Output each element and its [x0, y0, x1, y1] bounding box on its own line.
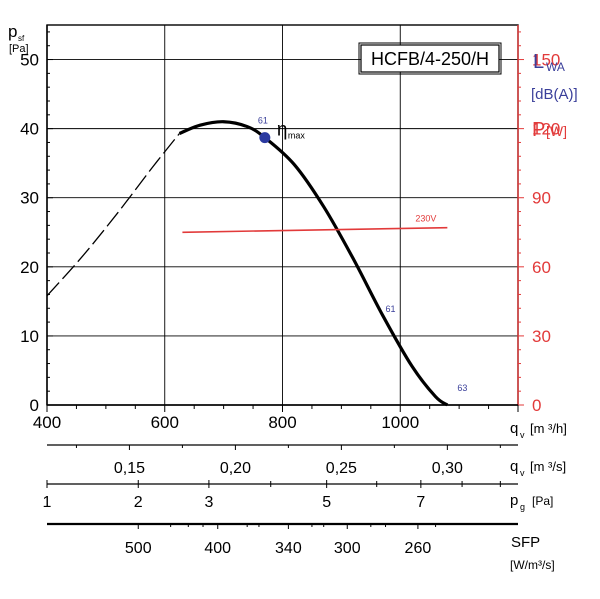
- pg-tick-label: 3: [204, 494, 213, 511]
- x-tick-label: 600: [151, 413, 179, 432]
- right-axis: 0 30 60 90 120 150: [517, 25, 560, 415]
- left-tick-label: 20: [20, 258, 39, 277]
- left-tick-label: 50: [20, 51, 39, 70]
- left-tick-label: 40: [20, 120, 39, 139]
- x-axis-unit: [m ³/h]: [530, 421, 567, 436]
- right-tick-label: 150: [532, 51, 560, 70]
- x-axis-label-3: p g [Pa]: [510, 492, 553, 512]
- left-axis-label-sub: sf: [18, 34, 25, 43]
- x-axis-label-main: q: [510, 420, 518, 437]
- x4-unit: [W/m³/s]: [510, 558, 555, 572]
- power-label: P: [532, 119, 545, 141]
- x4-label: SFP: [511, 534, 540, 551]
- secondary-scales: 0,15 0,20 0,25 0,30 1 2 3 5 7 500 400 340 300 260: [43, 444, 518, 557]
- pg-tick-label: 2: [134, 494, 143, 511]
- pg-tick-label: 5: [322, 494, 331, 511]
- right-tick-label: 60: [532, 258, 551, 277]
- qv-ms-tick-label: 0,20: [220, 460, 251, 477]
- x-tick-label: 400: [33, 413, 61, 432]
- sound-level-label: 61: [258, 116, 268, 126]
- power-unit: [W]: [546, 123, 567, 139]
- eta-sub: max: [288, 131, 306, 141]
- left-axis-label-main: p: [8, 22, 17, 41]
- power-line-230v: [182, 226, 448, 234]
- chart-title-box: HCFB/4-250/H: [358, 42, 502, 75]
- x2-label-sub: v: [520, 468, 525, 478]
- left-tick-label: 0: [30, 396, 39, 415]
- series-layer: 230V: [46, 120, 449, 407]
- x2-unit: [m ³/s]: [530, 459, 566, 474]
- left-axis: 0 10 20 30 40 50: [20, 25, 53, 415]
- qv-ms-tick-label: 0,25: [326, 460, 357, 477]
- pressure-curve-solid: [178, 120, 449, 407]
- x-axis: 400 600 800 1000: [33, 404, 519, 432]
- qv-ms-tick-label: 0,15: [114, 460, 145, 477]
- x3-label-sub: g: [520, 502, 525, 512]
- x-tick-label: 1000: [381, 413, 419, 432]
- eta-symbol: η: [277, 120, 288, 141]
- x-axis-label-4: SFP [W/m³/s]: [510, 534, 555, 572]
- sound-level-label: 61: [386, 304, 396, 314]
- x3-label-main: p: [510, 492, 518, 509]
- x-axis-label-sub: v: [520, 430, 525, 440]
- sfp-tick-label: 400: [204, 540, 231, 557]
- x2-label-main: q: [510, 458, 518, 475]
- power-line-label: 230V: [415, 214, 436, 224]
- sound-level-label: 63: [457, 383, 467, 393]
- x-axis-label-2: q v [m ³/s]: [510, 458, 566, 478]
- sfp-tick-label: 300: [334, 540, 361, 557]
- right-tick-label: 120: [532, 120, 560, 139]
- sfp-tick-label: 500: [125, 540, 152, 557]
- sfp-tick-label: 260: [405, 540, 432, 557]
- right-tick-label: 30: [532, 327, 551, 346]
- x3-unit: [Pa]: [532, 494, 553, 508]
- left-axis-unit: [Pa]: [9, 43, 29, 55]
- eta-max-point: [259, 132, 271, 144]
- pg-tick-label: 1: [43, 494, 52, 511]
- chart-title: HCFB/4-250/H: [371, 49, 489, 69]
- qv-ms-tick-label: 0,30: [432, 460, 463, 477]
- right-axis-labels: L WA [dB(A)] P [W]: [531, 51, 578, 141]
- x-tick-label: 800: [268, 413, 296, 432]
- left-tick-label: 10: [20, 327, 39, 346]
- x-axis-label-1: q v [m ³/h]: [510, 420, 567, 440]
- pressure-curve-dashed: [46, 133, 180, 297]
- lwa-label-sub: WA: [546, 60, 565, 74]
- lwa-label: L: [533, 51, 544, 73]
- right-tick-label: 90: [532, 189, 551, 208]
- left-axis-label: p sf [Pa]: [8, 22, 29, 55]
- annotation-layer: η max 61 61 63: [258, 116, 468, 393]
- lwa-unit: [dB(A)]: [531, 86, 578, 103]
- pg-tick-label: 7: [416, 494, 425, 511]
- grid-layer: [47, 25, 518, 405]
- left-tick-label: 30: [20, 189, 39, 208]
- sfp-tick-label: 340: [275, 540, 302, 557]
- right-tick-label: 0: [532, 396, 541, 415]
